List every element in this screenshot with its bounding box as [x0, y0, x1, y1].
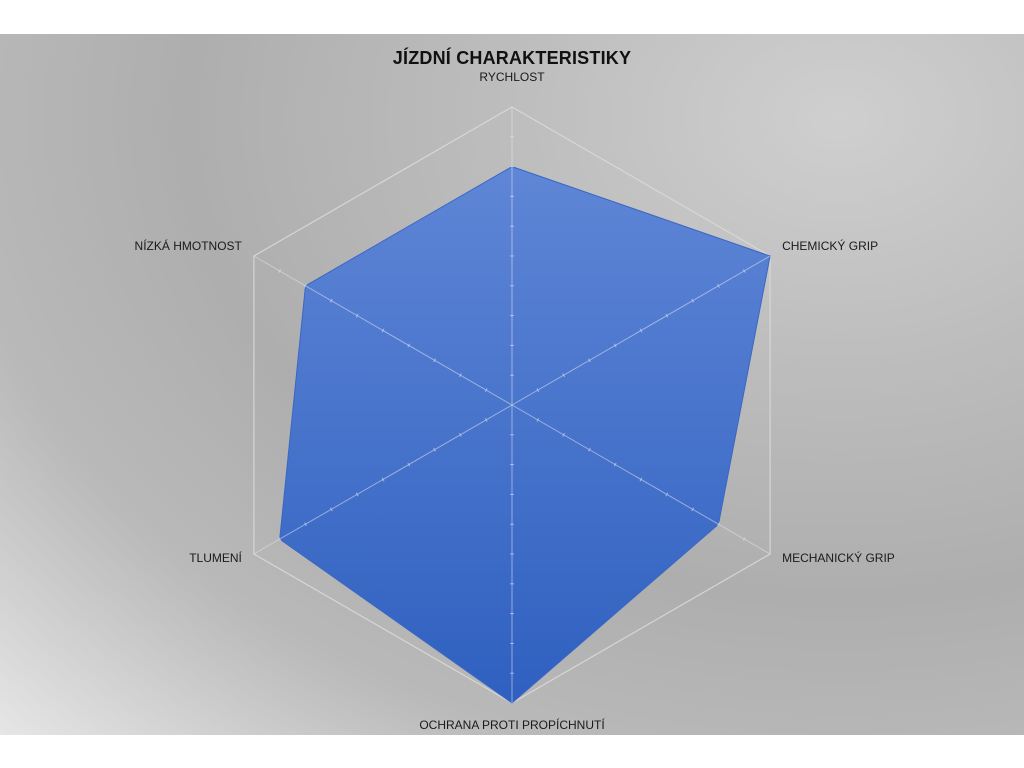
radar-axis-tick: [536, 417, 540, 422]
radar-axis-tick: [665, 492, 669, 497]
radar-axis-tick: [587, 447, 591, 452]
radar-axis-tick: [458, 432, 462, 437]
radar-axis-tick: [381, 477, 385, 482]
radar-axis-tick: [433, 358, 437, 363]
radar-category-label-2: MECHANICKÝ GRIP: [782, 550, 895, 565]
radar-axis-tick: [717, 522, 720, 527]
radar-axis-tick: [691, 507, 695, 512]
radar-axis-tick: [329, 298, 333, 303]
radar-axis-tick: [381, 328, 385, 333]
radar-category-label-4: TLUMENÍ: [189, 550, 242, 565]
series-layer: [279, 166, 771, 704]
radar-series-area-0: [279, 166, 771, 704]
radar-category-label-5: NÍZKÁ HMOTNOST: [135, 238, 243, 253]
radar-axis-tick: [458, 373, 462, 378]
radar-axis-tick: [613, 343, 617, 348]
radar-axis-tick: [304, 522, 307, 527]
radar-axis-tick: [691, 298, 695, 303]
radar-axis-tick: [304, 283, 307, 288]
radar-axis-tick: [536, 388, 540, 393]
radar-category-label-0: RYCHLOST: [479, 70, 545, 84]
radar-axis-tick: [355, 492, 359, 497]
radar-axis-tick: [433, 447, 437, 452]
radar-axis-tick: [484, 388, 488, 393]
radar-axis-tick: [562, 373, 566, 378]
radar-axis-tick: [639, 328, 643, 333]
radar-axis-tick: [639, 477, 643, 482]
radar-axis-tick: [587, 358, 591, 363]
chart-title: JÍZDNÍ CHARAKTERISTIKY: [392, 48, 632, 68]
radar-axis-tick: [278, 537, 282, 542]
radar-axis-tick: [329, 507, 333, 512]
radar-axis-tick: [742, 537, 746, 542]
label-layer: RYCHLOST CHEMICKÝ GRIP MECHANICKÝ GRIP OCHR…: [135, 70, 895, 732]
radar-axis-tick: [355, 313, 359, 318]
radar-axis-tick: [484, 417, 488, 422]
radar-category-label-1: CHEMICKÝ GRIP: [782, 238, 878, 253]
radar-axis-tick: [717, 283, 720, 288]
radar-axis-tick: [278, 268, 282, 273]
radar-axis-tick: [407, 462, 411, 467]
axis-layer: [253, 107, 771, 703]
radar-axis-tick: [742, 268, 746, 273]
radar-axis-tick: [613, 462, 617, 467]
radar-axis-tick: [665, 313, 669, 318]
radar-category-label-3: OCHRANA PROTI PROPÍCHNUTÍ: [419, 717, 605, 732]
radar-axis-tick: [562, 432, 566, 437]
radar-axis-tick: [407, 343, 411, 348]
